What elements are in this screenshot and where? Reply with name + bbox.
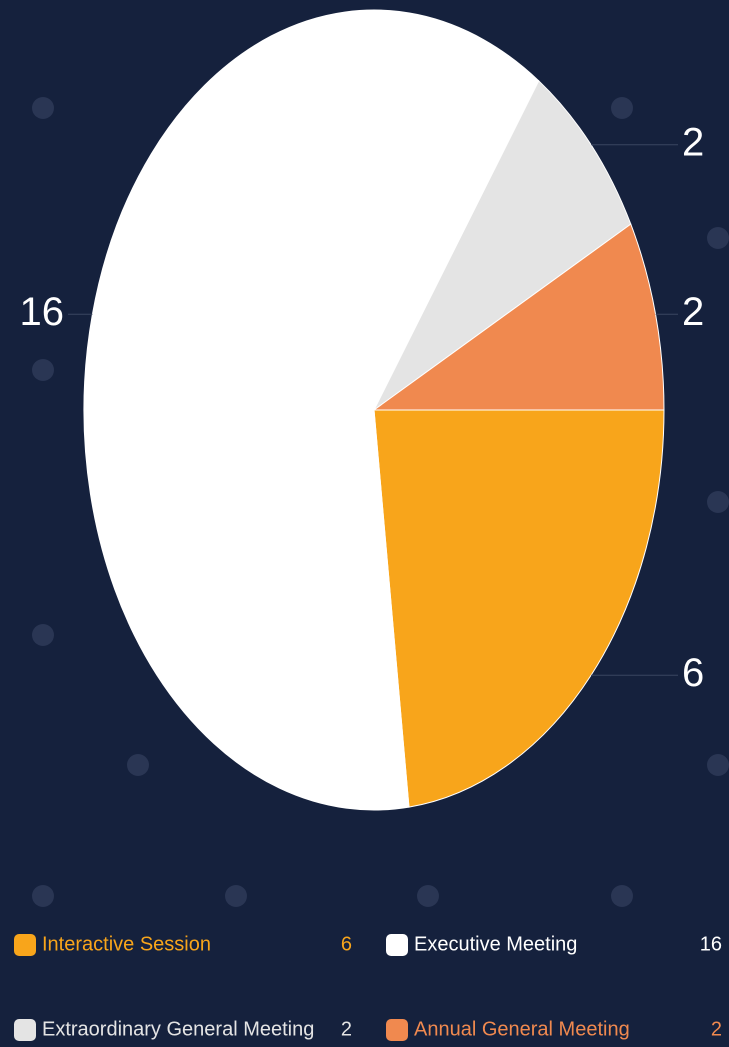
legend-label: Annual General Meeting [414,1018,630,1040]
legend-value: 2 [711,1018,722,1040]
legend-swatch [386,1019,408,1041]
data-label: 2 [682,120,704,164]
legend-swatch [386,934,408,956]
legend-label: Extraordinary General Meeting [42,1018,314,1040]
data-label: 16 [20,290,65,334]
legend-swatch [14,934,36,956]
data-label: 6 [682,651,704,695]
legend-swatch [14,1019,36,1041]
data-label: 2 [682,290,704,334]
legend-value: 6 [341,933,352,955]
pie-slice [372,223,665,411]
pie-slice [373,409,665,808]
legend-value: 2 [341,1018,352,1040]
pie-slice [83,9,540,811]
background-dots [32,97,729,907]
legend-value: 16 [700,933,722,955]
legend-label: Executive Meeting [414,933,577,955]
legend-label: Interactive Session [42,933,211,955]
